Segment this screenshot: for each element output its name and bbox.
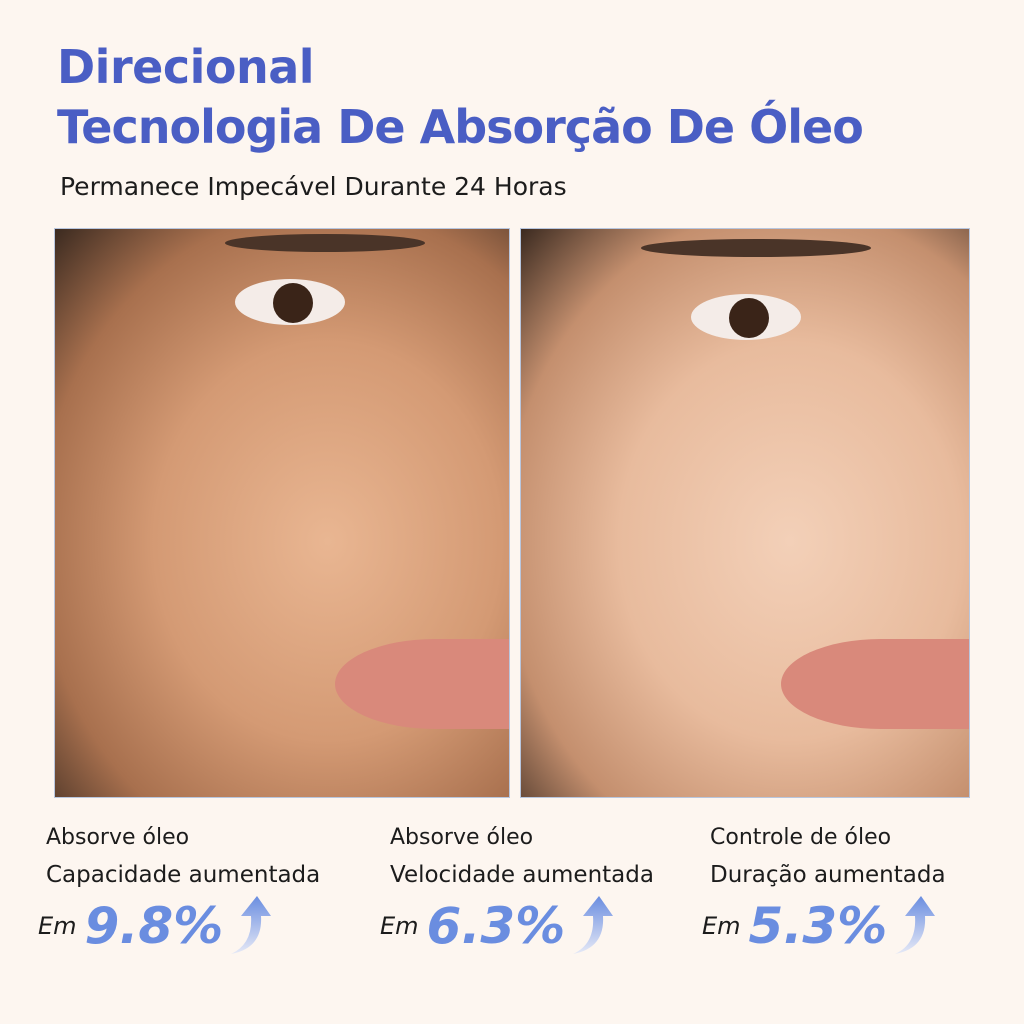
eye xyxy=(691,294,801,340)
eye xyxy=(235,279,345,325)
title-line-1: Direcional xyxy=(57,40,315,94)
stat-label: Absorve óleo xyxy=(46,825,190,850)
stat-label-2: Duração aumentada xyxy=(710,862,946,888)
stat-label-2: Capacidade aumentada xyxy=(46,862,321,888)
title-line-2: Tecnologia De Absorção De Óleo xyxy=(57,100,864,154)
stat-value: 9.8% xyxy=(84,897,224,955)
stat-value: 5.3% xyxy=(748,897,888,955)
stat-label: Controle de óleo xyxy=(710,825,892,850)
stat-prefix: Em xyxy=(38,912,77,940)
lips xyxy=(781,639,969,729)
stat-prefix: Em xyxy=(380,912,419,940)
lips xyxy=(335,639,509,729)
stat-capacity: Absorve óleo Capacidade aumentada Em 9.8… xyxy=(38,825,321,956)
stat-prefix: Em xyxy=(702,912,741,940)
eyebrow xyxy=(225,234,425,252)
stat-label: Absorve óleo xyxy=(390,825,534,850)
stat-label-2: Velocidade aumentada xyxy=(390,862,654,888)
after-photo xyxy=(520,228,970,798)
arrow-up-icon xyxy=(573,896,614,954)
arrow-up-icon xyxy=(231,896,272,954)
stat-value: 6.3% xyxy=(426,897,566,955)
arrow-up-icon xyxy=(895,896,936,954)
subtitle: Permanece Impecável Durante 24 Horas xyxy=(60,172,567,201)
stat-speed: Absorve óleo Velocidade aumentada Em 6.3… xyxy=(380,825,654,956)
stat-duration: Controle de óleo Duração aumentada Em 5.… xyxy=(702,825,946,956)
before-photo xyxy=(54,228,510,798)
eyebrow xyxy=(641,239,871,257)
